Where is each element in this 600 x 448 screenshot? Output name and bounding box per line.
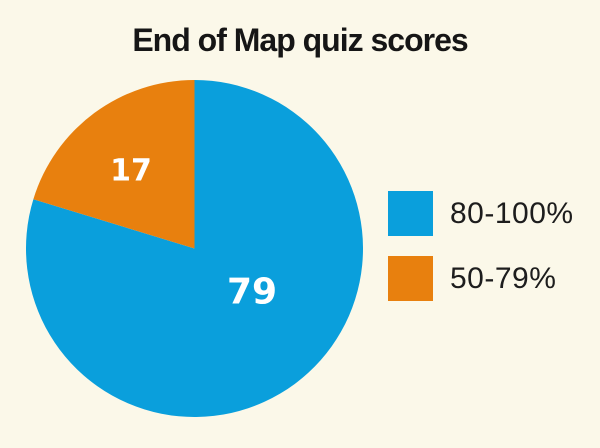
legend-swatch-80-100-icon (388, 191, 433, 236)
pie-slice-50-79 (33, 80, 195, 249)
legend-swatch-50-79-icon (388, 256, 433, 301)
legend: 80-100% 50-79% (388, 191, 574, 301)
legend-label-50-79: 50-79% (450, 261, 557, 295)
slice-value-label-80-100: 79 (226, 271, 278, 313)
chart-title: End of Map quiz scores (132, 22, 468, 58)
pie-slice-80-100 (26, 80, 363, 417)
slice-value-label-50-79: 17 (110, 153, 152, 189)
legend-item-80-100: 80-100% (388, 191, 574, 236)
pie-chart (26, 80, 363, 417)
legend-item-50-79: 50-79% (388, 256, 574, 301)
legend-label-80-100: 80-100% (450, 196, 574, 230)
